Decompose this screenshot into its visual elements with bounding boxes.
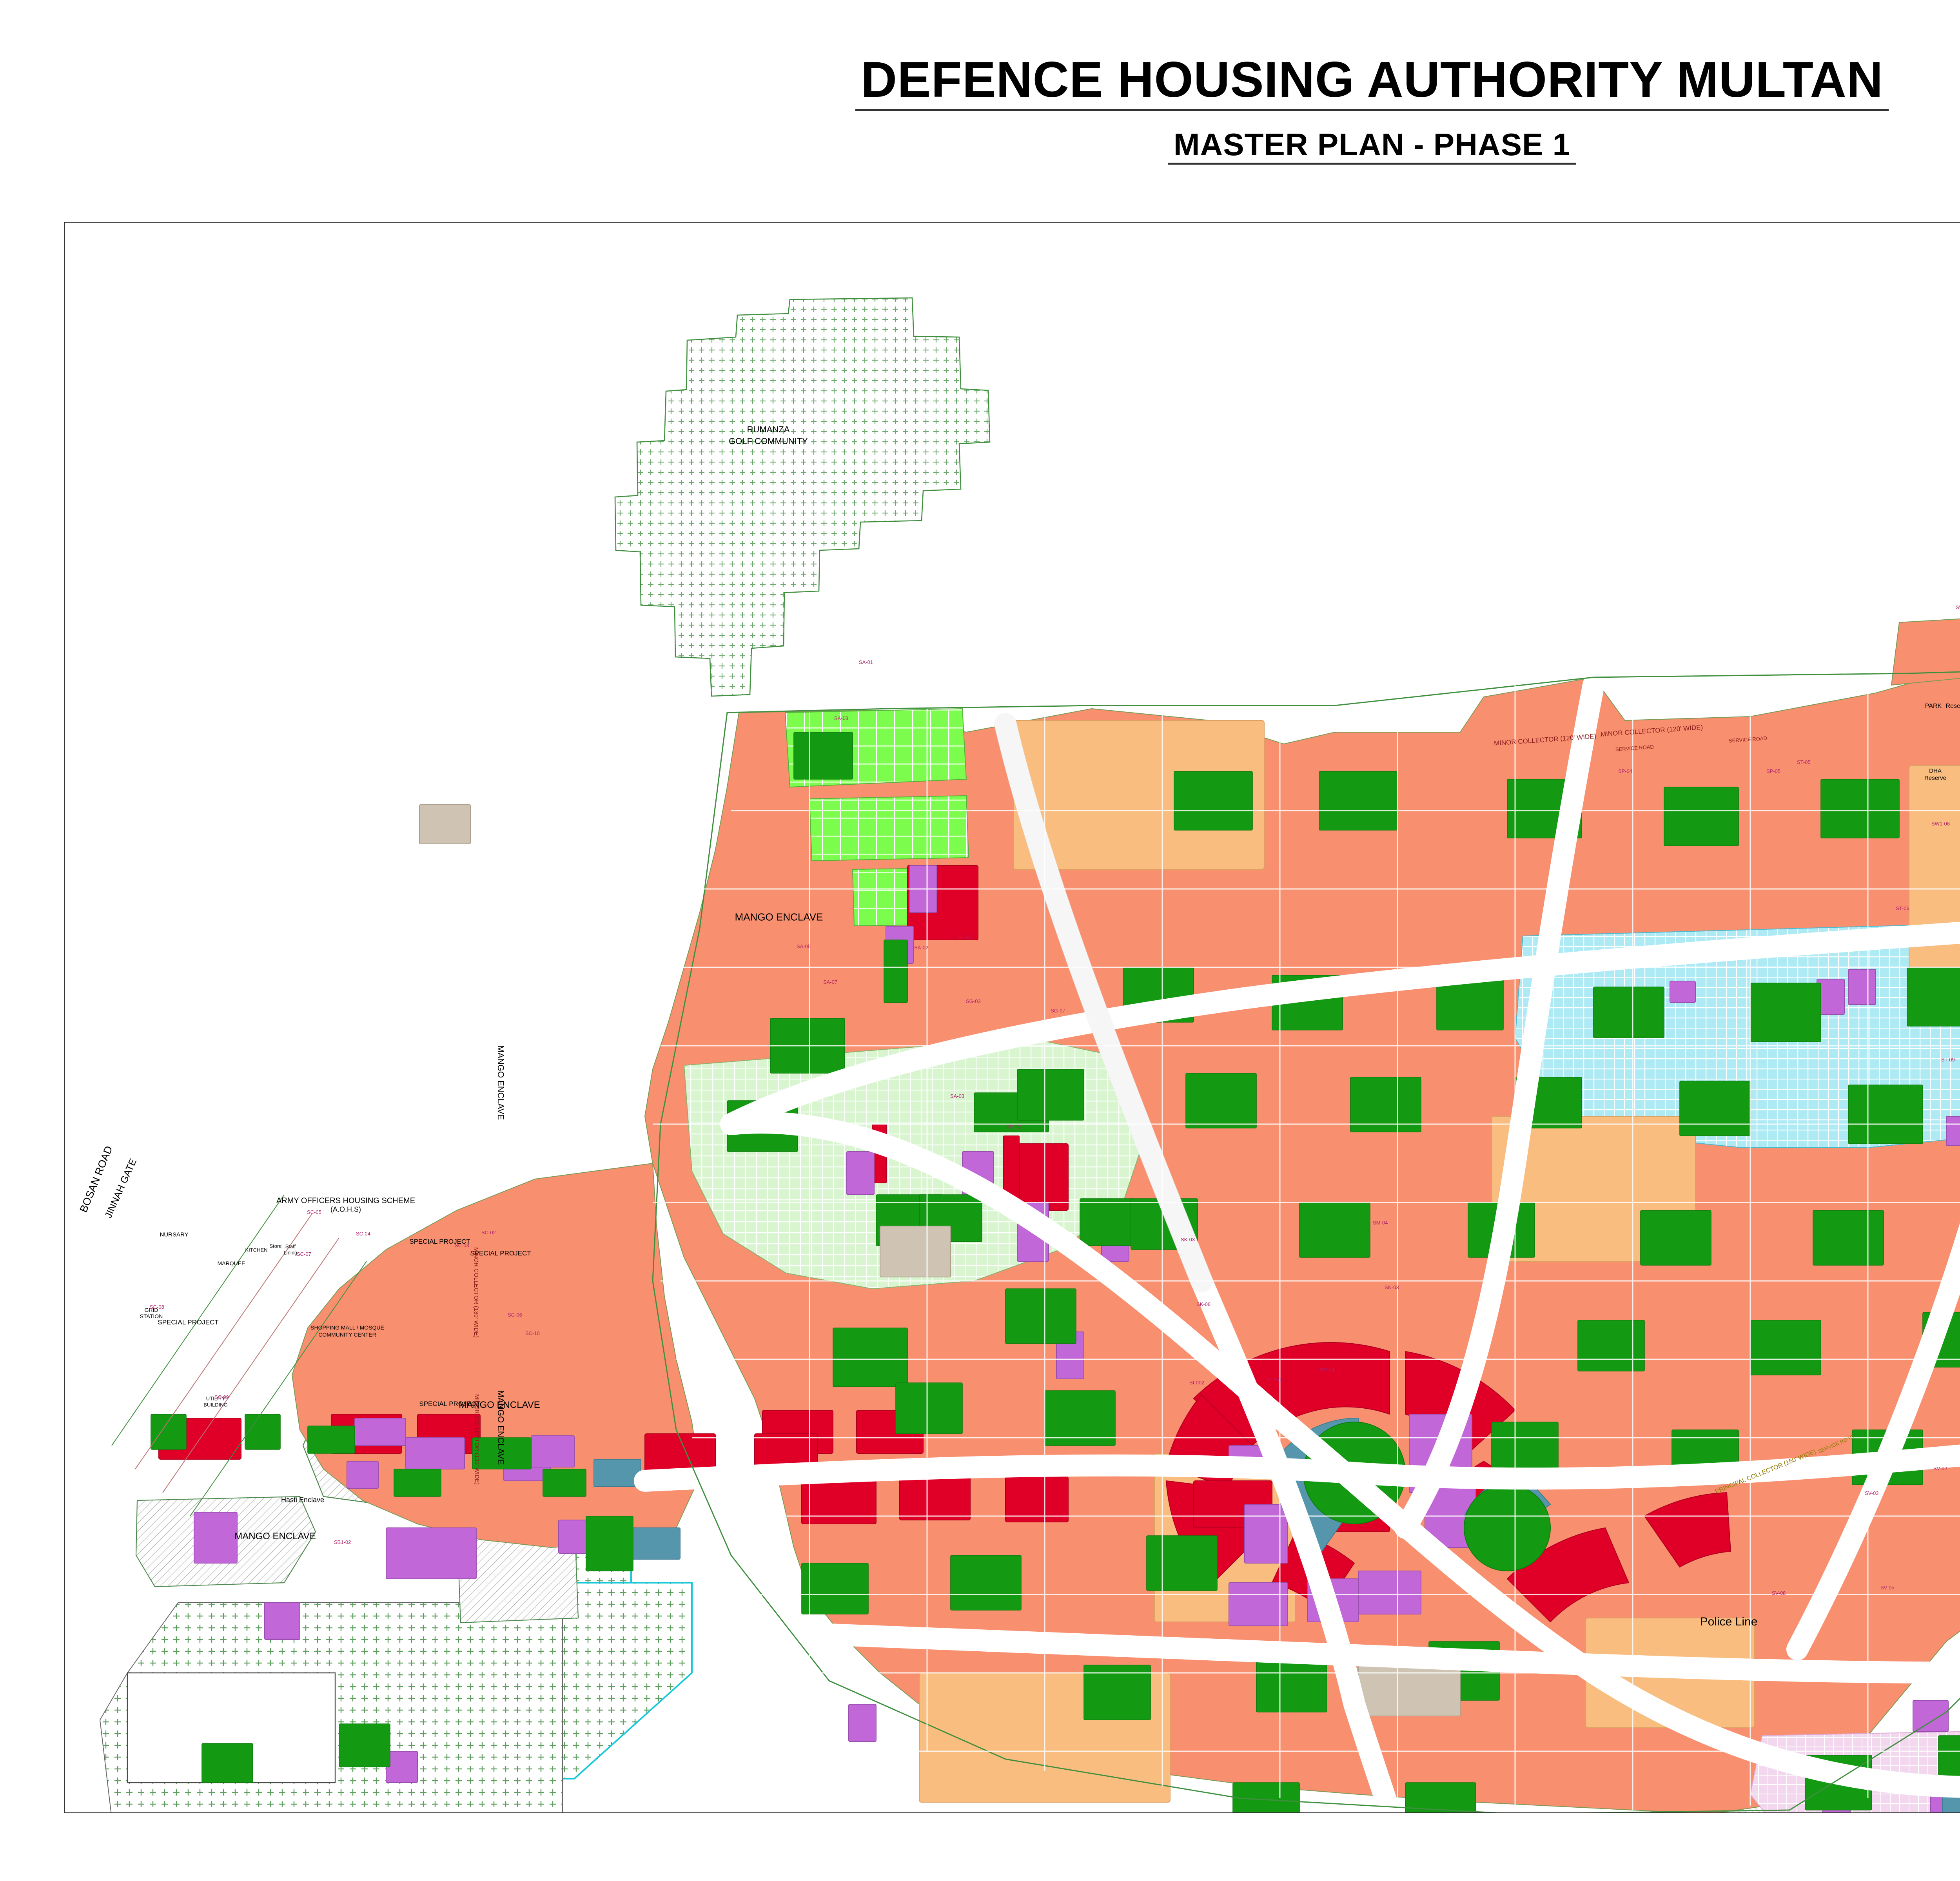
title-block: DEFENCE HOUSING AUTHORITY MULTAN MASTER … (0, 55, 1960, 165)
commercial-zones[interactable] (158, 865, 1960, 1661)
page-subtitle: MASTER PLAN - PHASE 1 (1168, 129, 1576, 165)
page-title: DEFENCE HOUSING AUTHORITY MULTAN (855, 55, 1889, 111)
rumanza-golf-community-area[interactable] (614, 297, 991, 697)
map-sheet: RUMANZA GOLF COMMUNITY MANGO ENCLAVE MANGO … (64, 222, 1960, 1813)
north-east-lobe[interactable] (1891, 585, 1960, 686)
roundabout-core-park-2[interactable] (1464, 1484, 1551, 1571)
zone-2-kanal-north-2[interactable] (809, 795, 969, 862)
external-roads (111, 1194, 367, 1516)
major-roads (634, 674, 1960, 1812)
western-arm-area[interactable] (291, 1163, 701, 1548)
phase-boundary (652, 671, 1960, 1812)
map-vector-layer (99, 297, 1960, 1812)
master-plan-map[interactable]: RUMANZA GOLF COMMUNITY MANGO ENCLAVE MANGO … (65, 223, 1960, 1812)
major-roads-edge (994, 713, 1213, 1292)
plot-subdivision-lines (653, 675, 1960, 1810)
hasti-enclave-plot[interactable] (127, 1672, 336, 1783)
